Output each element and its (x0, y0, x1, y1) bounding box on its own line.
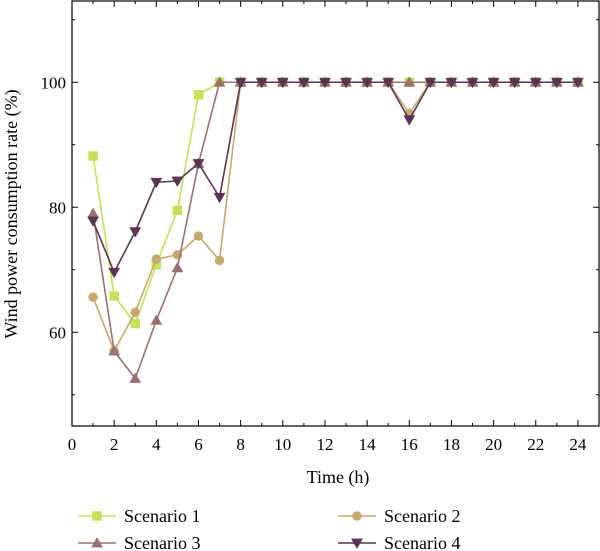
legend-item: Scenario 4 (338, 533, 460, 551)
x-tick-label: 22 (527, 435, 544, 454)
data-point (276, 77, 289, 89)
data-point (193, 231, 204, 241)
data-point (193, 90, 204, 100)
data-point (571, 77, 584, 89)
data-point (130, 307, 140, 317)
legend: Scenario 1 Scenario 2 Scenario 3 Scenario 4 (78, 506, 460, 551)
x-tick-label: 20 (485, 435, 502, 454)
data-point (88, 292, 98, 302)
series-3 (87, 76, 584, 383)
series-2 (88, 77, 583, 356)
series-line (92, 81, 578, 326)
x-tick-label: 18 (443, 435, 460, 454)
legend-label: Scenario 1 (124, 506, 200, 526)
legend-label: Scenario 3 (124, 533, 200, 551)
data-point (213, 76, 226, 87)
data-point (151, 254, 162, 264)
legend-item: Scenario 2 (338, 506, 460, 526)
data-point (108, 267, 121, 279)
data-point (171, 176, 184, 188)
data-point (108, 344, 121, 356)
data-point (445, 77, 458, 89)
data-point (319, 77, 331, 89)
plot-frame (71, 0, 600, 427)
data-point (150, 314, 163, 325)
data-point (297, 77, 310, 89)
series-line (92, 81, 578, 381)
data-point (129, 372, 142, 383)
data-point (550, 77, 563, 89)
y-tick-label: 60 (49, 323, 66, 342)
x-tick-label: 14 (359, 435, 377, 454)
legend-marker (351, 538, 363, 550)
x-tick-label: 0 (68, 435, 77, 454)
legend-item: Scenario 3 (78, 533, 200, 551)
series-line (92, 81, 578, 275)
data-point (403, 76, 416, 87)
series-4 (87, 77, 584, 279)
data-point (87, 216, 100, 228)
data-point (214, 255, 225, 266)
data-point (403, 115, 416, 126)
x-tick-label: 16 (401, 435, 418, 454)
x-tick-label: 24 (569, 435, 587, 454)
data-point (213, 192, 226, 204)
legend-label: Scenario 2 (384, 506, 460, 526)
data-point (382, 77, 395, 89)
x-tick-label: 8 (236, 435, 245, 454)
x-tick-label: 12 (316, 435, 333, 454)
data-point (172, 205, 183, 216)
data-point (87, 207, 100, 218)
data-point (171, 261, 184, 273)
data-point (130, 318, 140, 329)
data-point (88, 151, 98, 161)
data-point (192, 159, 205, 170)
x-tick-label: 2 (110, 435, 119, 454)
legend-marker (92, 511, 102, 521)
data-point (109, 291, 119, 301)
legend-marker (91, 536, 103, 548)
data-point (529, 77, 542, 89)
data-point (424, 77, 437, 89)
data-point (466, 77, 479, 89)
data-point (361, 77, 374, 89)
legend-item: Scenario 1 (78, 506, 200, 526)
data-point (487, 77, 500, 89)
y-axis-label: Wind power consumption rate (%) (1, 89, 22, 338)
legend-marker (352, 511, 362, 521)
series-line (92, 81, 578, 353)
data-point (150, 177, 163, 189)
data-point (340, 77, 352, 89)
legend-label: Scenario 4 (384, 533, 460, 551)
data-point (255, 77, 268, 89)
x-axis-label: Time (h) (307, 467, 370, 488)
x-tick-label: 6 (194, 435, 203, 454)
x-tick-label: 10 (274, 435, 291, 454)
data-point (508, 77, 521, 89)
x-tick-label: 4 (152, 435, 161, 454)
y-tick-label: 80 (49, 198, 66, 217)
series-1 (88, 77, 583, 329)
data-point (234, 77, 247, 89)
y-tick-label: 100 (41, 73, 67, 92)
data-point (129, 227, 142, 238)
